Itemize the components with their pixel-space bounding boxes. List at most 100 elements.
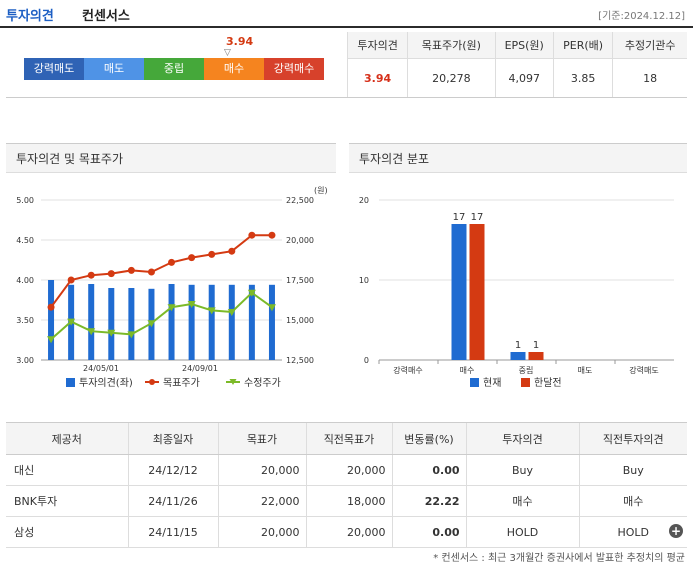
opinion-bar bbox=[108, 288, 115, 360]
y-right-tick: 22,500 bbox=[286, 196, 314, 205]
stock-price-point bbox=[127, 331, 136, 339]
opinion-bar bbox=[228, 284, 235, 360]
legend-month-ago-label: 한달전 bbox=[534, 377, 562, 389]
category-label: 매수 bbox=[460, 366, 475, 375]
opinion-scale-sell: 매도 bbox=[84, 58, 144, 80]
distribution-bar bbox=[451, 224, 467, 360]
target-price-point bbox=[228, 247, 236, 255]
stock-price-point bbox=[207, 307, 216, 315]
consensus-summary-table: 투자의견 목표주가(원) EPS(원) PER(배) 추정기관수 3.94 20… bbox=[346, 32, 687, 98]
bar-value-label: 1 bbox=[515, 340, 521, 351]
legend-target-marker bbox=[149, 379, 155, 385]
target-price: 22,000 bbox=[217, 485, 306, 517]
opinion-bar bbox=[168, 284, 175, 360]
y-right-tick: 15,000 bbox=[286, 316, 314, 325]
opinion-scale-buy: 매수 bbox=[204, 58, 264, 80]
opinion-scale-strong-sell: 강력매도 bbox=[24, 58, 84, 80]
target-price-point bbox=[47, 303, 55, 311]
legend-current-label: 현재 bbox=[483, 377, 501, 389]
bar-value-label: 17 bbox=[453, 212, 466, 223]
target-price-point bbox=[268, 231, 276, 239]
change-rate: 0.00 bbox=[391, 516, 466, 548]
stock-price-point bbox=[187, 301, 196, 308]
legend-month-ago-swatch bbox=[521, 378, 530, 387]
bar-value-label: 17 bbox=[471, 212, 484, 223]
summary-header: EPS(원) bbox=[494, 32, 554, 59]
y-tick: 0 bbox=[364, 356, 369, 365]
stock-price-point bbox=[267, 304, 276, 312]
opinion-bar bbox=[268, 284, 275, 360]
opinion-bar bbox=[128, 288, 135, 360]
target-price-point bbox=[168, 258, 176, 266]
summary-header: 투자의견 bbox=[346, 32, 408, 59]
stock-price-point bbox=[147, 320, 156, 328]
prev-target-price: 20,000 bbox=[305, 454, 392, 486]
summary-target-price: 20,278 bbox=[407, 58, 495, 98]
prev-target-price: 18,000 bbox=[305, 485, 392, 517]
summary-estimator-count: 18 bbox=[612, 58, 687, 98]
provider-name: 삼성 bbox=[6, 516, 128, 548]
opinion-target-price-chart: (원) 5.00 4.50 4.00 3.50 3.00 22,500 20,0… bbox=[16, 186, 328, 389]
y-left-tick: 5.00 bbox=[16, 196, 34, 205]
x-tick: 24/05/01 bbox=[83, 364, 119, 373]
target-price-point bbox=[248, 231, 256, 239]
section-header: 투자의견 컨센서스 [기준:2024.12.12] bbox=[0, 0, 693, 28]
more-rows-plus-icon[interactable]: + bbox=[669, 524, 683, 538]
prev-target-price: 20,000 bbox=[305, 516, 392, 548]
y-right-tick: 20,000 bbox=[286, 236, 314, 245]
opinion-bar bbox=[208, 284, 215, 360]
target-price-point bbox=[127, 266, 135, 274]
reference-date: [기준:2024.12.12] bbox=[598, 11, 685, 22]
target-price-point bbox=[147, 268, 155, 276]
target-price-point bbox=[208, 250, 216, 258]
provider-header: 직전목표가 bbox=[305, 422, 392, 455]
summary-per: 3.85 bbox=[552, 58, 613, 98]
target-price-point bbox=[67, 276, 75, 284]
y-left-tick: 3.00 bbox=[16, 356, 34, 365]
x-tick: 24/09/01 bbox=[182, 364, 218, 373]
provider-header: 목표가 bbox=[217, 422, 306, 455]
summary-header: 목표주가(원) bbox=[407, 32, 495, 59]
provider-name: 대신 bbox=[6, 454, 128, 486]
target-price-point bbox=[87, 271, 95, 279]
consensus-footnote: * 컨센서스 : 최근 3개월간 증권사에서 발표한 추정치의 평균 bbox=[433, 553, 685, 564]
header-title-opinion: 투자의견 bbox=[6, 9, 54, 24]
category-label: 강력매도 bbox=[629, 365, 658, 375]
stock-price-point bbox=[87, 328, 96, 336]
legend-stock-marker bbox=[229, 379, 237, 385]
stock-price-point bbox=[247, 289, 256, 297]
summary-opinion-value: 3.94 bbox=[346, 58, 408, 98]
right-chart-title: 투자의견 분포 bbox=[349, 143, 687, 173]
target-price: 20,000 bbox=[217, 454, 306, 486]
target-price: 20,000 bbox=[217, 516, 306, 548]
stock-price-point bbox=[107, 329, 116, 337]
opinion: 매수 bbox=[465, 485, 579, 517]
opinion-distribution-chart: 20 10 0 강력매수 매수 중립 매도 강력매도 현재 한달전 17 17 1 1 bbox=[359, 196, 674, 389]
y-left-tick: 4.00 bbox=[16, 276, 34, 285]
legend-stock-label: 수정주가 bbox=[244, 377, 281, 389]
legend-current-swatch bbox=[470, 378, 479, 387]
distribution-bar bbox=[510, 352, 526, 360]
last-date: 24/11/26 bbox=[127, 485, 218, 517]
last-date: 24/11/15 bbox=[127, 516, 218, 548]
stock-price-point bbox=[67, 318, 76, 326]
y-tick: 10 bbox=[359, 276, 369, 285]
stock-price-line bbox=[50, 291, 273, 340]
summary-eps: 4,097 bbox=[494, 58, 554, 98]
y-right-tick: 17,500 bbox=[286, 276, 314, 285]
right-axis-unit: (원) bbox=[314, 186, 328, 195]
prev-opinion: Buy bbox=[578, 454, 687, 486]
category-label: 매도 bbox=[578, 366, 593, 375]
prev-opinion: 매수 bbox=[578, 485, 687, 517]
target-price-line bbox=[50, 234, 272, 308]
opinion: Buy bbox=[465, 454, 579, 486]
provider-name: BNK투자 bbox=[6, 485, 128, 517]
distribution-bar bbox=[528, 352, 544, 360]
provider-header: 변동률(%) bbox=[391, 422, 466, 455]
change-rate: 22.22 bbox=[391, 485, 466, 517]
opinion-marker-arrow-icon: ▽ bbox=[224, 48, 231, 58]
opinion-bar bbox=[248, 284, 255, 360]
provider-table: 제공처 최종일자 목표가 직전목표가 변동률(%) 투자의견 직전투자의견 대신… bbox=[6, 422, 687, 548]
opinion: HOLD bbox=[465, 516, 579, 548]
provider-header: 투자의견 bbox=[465, 422, 579, 455]
